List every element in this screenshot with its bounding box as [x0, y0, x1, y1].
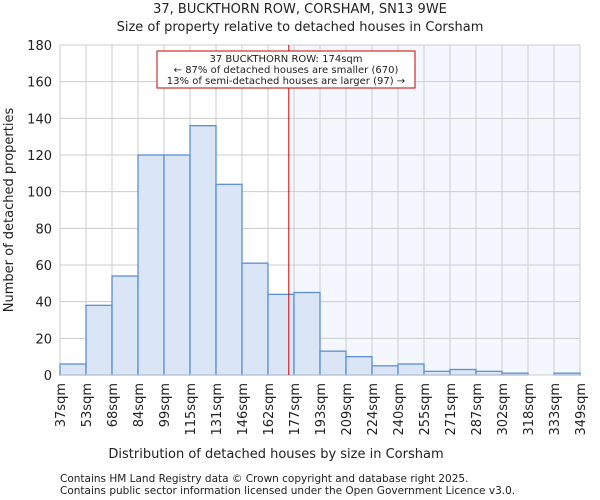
annotation-line-3: 13% of semi-detached houses are larger (… [167, 76, 405, 87]
histogram-bar [449, 368, 477, 376]
y-axis-label: Number of detached properties [2, 108, 17, 313]
x-axis-label: Distribution of detached houses by size … [108, 447, 443, 462]
histogram-bar [111, 275, 139, 376]
chart-title: 37, BUCKTHORN ROW, CORSHAM, SN13 9WE [153, 2, 447, 17]
annotation-box: 37 BUCKTHORN ROW: 174sqm ← 87% of detach… [156, 50, 416, 89]
histogram-bar [267, 293, 295, 376]
histogram-bar [371, 365, 399, 376]
chart-subtitle: Size of property relative to detached ho… [117, 20, 484, 35]
histogram-bar [163, 154, 191, 376]
histogram-bar [423, 370, 451, 376]
x-tick-label: 99sqm [158, 383, 173, 427]
y-tick-label: 80 [35, 222, 52, 237]
x-tick-label: 68sqm [106, 383, 121, 427]
x-tick-label: 37sqm [54, 383, 69, 427]
x-tick-label: 240sqm [392, 383, 407, 436]
x-tick-label: 84sqm [132, 383, 147, 427]
y-tick-label: 160 [27, 76, 52, 91]
y-tick-label: 0 [44, 369, 52, 384]
y-tick-label: 140 [27, 112, 52, 127]
x-tick-label: 349sqm [574, 383, 589, 436]
x-tick-label: 333sqm [548, 383, 563, 436]
footer-line-1: Contains HM Land Registry data © Crown c… [60, 473, 468, 485]
histogram-bar [293, 291, 321, 376]
histogram-bar [241, 262, 269, 376]
x-tick-label: 146sqm [236, 383, 251, 436]
histogram-bar [59, 363, 87, 376]
footer-line-2: Contains public sector information licen… [60, 485, 515, 497]
x-tick-label: 115sqm [184, 383, 199, 436]
y-tick-label: 60 [35, 259, 52, 274]
x-tick-label: 131sqm [210, 383, 225, 436]
annotation-line-1: 37 BUCKTHORN ROW: 174sqm [209, 54, 362, 65]
histogram-bar [319, 350, 347, 376]
y-tick-label: 40 [35, 296, 52, 311]
x-tick-label: 53sqm [80, 383, 95, 427]
histogram-bar [85, 304, 113, 376]
y-tick-label: 100 [27, 186, 52, 201]
y-tick-label: 120 [27, 149, 52, 164]
histogram-bar [137, 154, 165, 376]
x-tick-label: 302sqm [496, 383, 511, 436]
x-tick-label: 177sqm [288, 383, 303, 436]
x-tick-label: 224sqm [366, 383, 381, 436]
histogram-bar [397, 363, 425, 376]
y-tick-label: 180 [27, 39, 52, 54]
histogram-bar [215, 183, 243, 376]
x-tick-label: 318sqm [522, 383, 537, 436]
y-tick-label: 20 [35, 332, 52, 347]
histogram-bar [475, 370, 503, 376]
histogram-bar [189, 125, 217, 376]
annotation-line-2: ← 87% of detached houses are smaller (67… [174, 65, 399, 76]
x-tick-label: 271sqm [444, 383, 459, 436]
x-tick-label: 162sqm [262, 383, 277, 436]
x-tick-label: 193sqm [314, 383, 329, 436]
x-tick-label: 209sqm [340, 383, 355, 436]
x-tick-label: 287sqm [470, 383, 485, 436]
x-tick-label: 255sqm [418, 383, 433, 436]
histogram-bar [345, 356, 373, 376]
larger-region-background [288, 45, 580, 375]
